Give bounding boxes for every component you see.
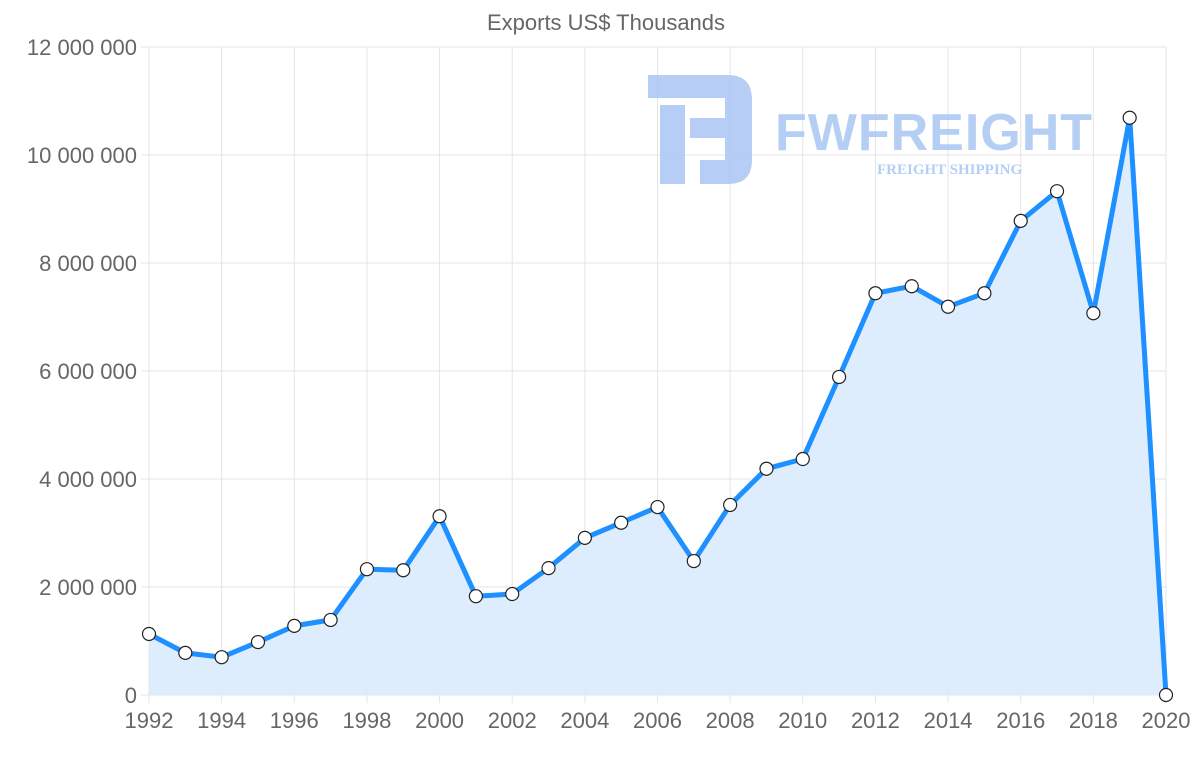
data-point-1995[interactable] — [250, 634, 266, 650]
data-point-2003[interactable] — [541, 560, 556, 576]
watermark-tagline: FREIGHT SHIPPING — [877, 162, 1022, 178]
x-tick-label: 2018 — [1069, 708, 1118, 733]
data-point-1992[interactable] — [141, 626, 157, 642]
y-tick-label: 6 000 000 — [39, 359, 137, 384]
data-point-1998[interactable] — [359, 562, 375, 577]
x-tick-label: 2020 — [1142, 708, 1191, 733]
y-tick-label: 0 — [125, 683, 137, 708]
x-tick-label: 2008 — [706, 708, 755, 733]
x-tick-label: 2004 — [560, 708, 609, 733]
x-tick-label: 1996 — [270, 708, 319, 733]
data-point-1996[interactable] — [287, 618, 302, 633]
x-axis-ticks: 1992 1994 1996 1998 2000 2002 2004 2006 2008 2010… — [125, 708, 1191, 733]
data-point-1999[interactable] — [396, 563, 411, 578]
data-point-2002[interactable] — [505, 586, 520, 602]
data-point-1997[interactable] — [323, 612, 338, 628]
x-tick-label: 2010 — [778, 708, 827, 733]
data-point-2013[interactable] — [904, 279, 919, 294]
data-point-2011[interactable] — [832, 369, 847, 385]
x-tick-label: 2002 — [488, 708, 537, 733]
area-fill — [149, 117, 1166, 695]
data-point-2016[interactable] — [1013, 213, 1028, 228]
data-point-2014[interactable] — [940, 299, 956, 314]
chart-title: Exports US$ Thousands — [487, 10, 725, 35]
data-point-2010[interactable] — [795, 451, 810, 467]
data-point-2006[interactable] — [650, 499, 665, 515]
data-point-2015[interactable] — [977, 286, 992, 301]
data-point-2007[interactable] — [686, 553, 701, 569]
watermark-brand: FWFREIGHT — [775, 104, 1093, 162]
x-tick-label: 1998 — [342, 708, 391, 733]
fwfreight-watermark: FWFREIGHT FREIGHT SHIPPING — [648, 75, 1093, 184]
x-tick-label: 2012 — [851, 708, 900, 733]
data-points — [141, 110, 1174, 703]
data-point-1994[interactable] — [214, 650, 229, 665]
data-point-2012[interactable] — [868, 286, 883, 301]
x-tick-label: 2014 — [924, 708, 973, 733]
data-point-2000[interactable] — [432, 509, 447, 524]
y-tick-label: 12 000 000 — [27, 35, 137, 60]
x-tick-label: 2000 — [415, 708, 464, 733]
data-point-2008[interactable] — [723, 497, 738, 513]
data-point-2017[interactable] — [1049, 184, 1065, 199]
x-tick-label: 2006 — [633, 708, 682, 733]
y-tick-label: 4 000 000 — [39, 467, 137, 492]
data-point-2018[interactable] — [1086, 306, 1101, 321]
data-point-2001[interactable] — [468, 589, 483, 604]
y-tick-label: 8 000 000 — [39, 251, 137, 276]
data-point-2019[interactable] — [1122, 110, 1137, 125]
data-point-2005[interactable] — [614, 515, 629, 530]
x-tick-label: 1994 — [197, 708, 246, 733]
y-tick-label: 10 000 000 — [27, 143, 137, 168]
x-tick-label: 2016 — [996, 708, 1045, 733]
data-point-2009[interactable] — [759, 461, 774, 476]
fwfreight-logo-icon — [648, 75, 752, 184]
y-axis-ticks: 0 2 000 000 4 000 000 6 000 000 8 000 000 10 … — [27, 35, 137, 708]
data-point-2004[interactable] — [577, 530, 592, 545]
y-tick-label: 2 000 000 — [39, 575, 137, 600]
data-point-1993[interactable] — [178, 645, 193, 660]
x-tick-label: 1992 — [125, 708, 174, 733]
data-point-2020[interactable] — [1158, 687, 1174, 703]
